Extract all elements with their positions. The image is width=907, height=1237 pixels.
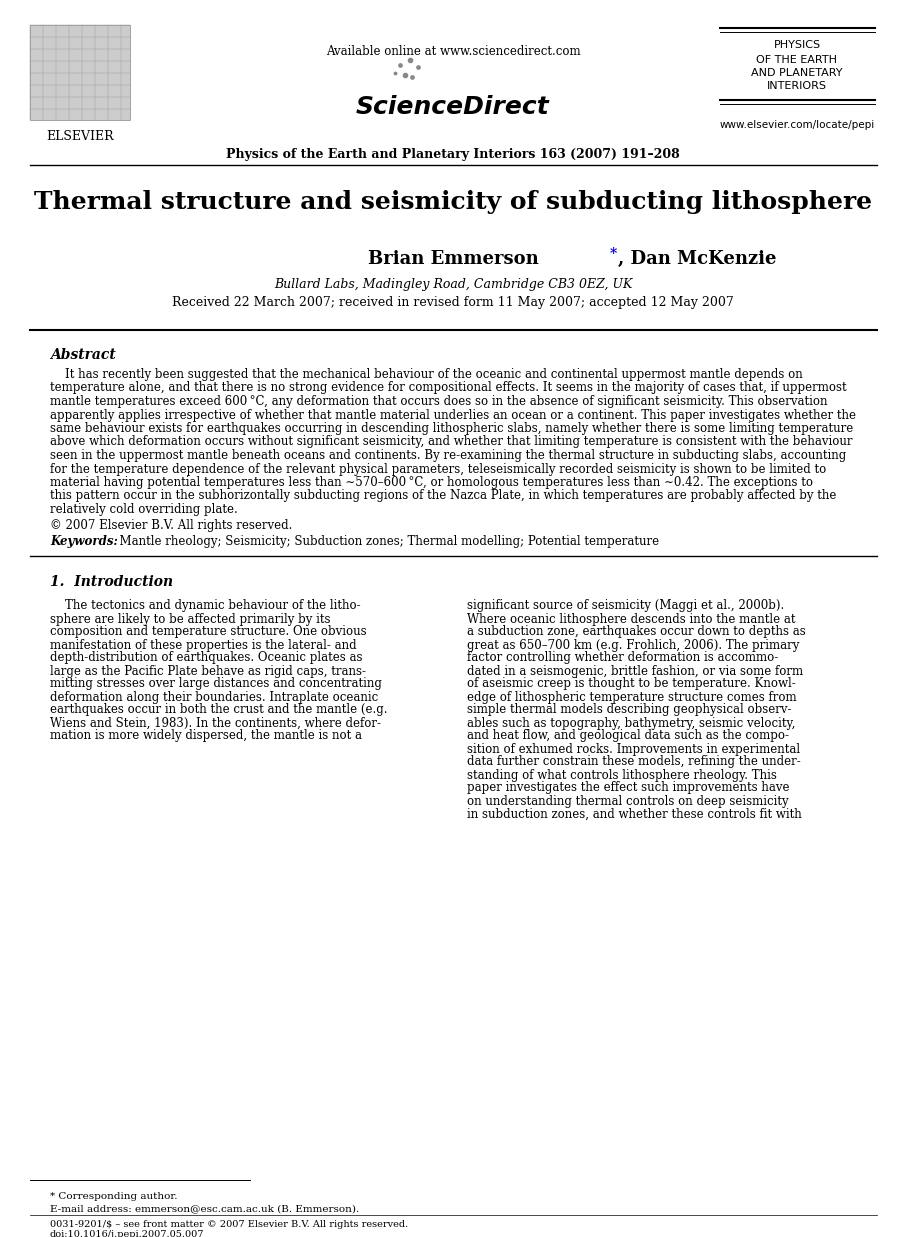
- Text: significant source of seismicity (Maggi et al., 2000b).: significant source of seismicity (Maggi …: [467, 600, 785, 612]
- Text: for the temperature dependence of the relevant physical parameters, teleseismica: for the temperature dependence of the re…: [50, 463, 826, 475]
- Text: 0031-9201/$ – see front matter © 2007 Elsevier B.V. All rights reserved.: 0031-9201/$ – see front matter © 2007 El…: [50, 1220, 408, 1230]
- Text: Wiens and Stein, 1983). In the continents, where defor-: Wiens and Stein, 1983). In the continent…: [50, 716, 381, 730]
- Text: 1.  Introduction: 1. Introduction: [50, 575, 173, 590]
- Text: relatively cold overriding plate.: relatively cold overriding plate.: [50, 503, 238, 516]
- Text: *: *: [610, 247, 618, 261]
- Text: depth-distribution of earthquakes. Oceanic plates as: depth-distribution of earthquakes. Ocean…: [50, 652, 363, 664]
- Text: Abstract: Abstract: [50, 348, 116, 362]
- Text: E-mail address: emmerson@esc.cam.ac.uk (B. Emmerson).: E-mail address: emmerson@esc.cam.ac.uk (…: [50, 1204, 359, 1213]
- Text: in subduction zones, and whether these controls fit with: in subduction zones, and whether these c…: [467, 808, 802, 820]
- Text: mation is more widely dispersed, the mantle is not a: mation is more widely dispersed, the man…: [50, 730, 362, 742]
- Text: same behaviour exists for earthquakes occurring in descending lithospheric slabs: same behaviour exists for earthquakes oc…: [50, 422, 853, 435]
- Text: paper investigates the effect such improvements have: paper investigates the effect such impro…: [467, 782, 789, 794]
- Text: edge of lithospheric temperature structure comes from: edge of lithospheric temperature structu…: [467, 690, 796, 704]
- Text: on understanding thermal controls on deep seismicity: on understanding thermal controls on dee…: [467, 794, 788, 808]
- Text: OF THE EARTH: OF THE EARTH: [756, 54, 837, 66]
- Text: PHYSICS: PHYSICS: [774, 40, 821, 49]
- Text: Received 22 March 2007; received in revised form 11 May 2007; accepted 12 May 20: Received 22 March 2007; received in revi…: [172, 296, 734, 309]
- Text: Where oceanic lithosphere descends into the mantle at: Where oceanic lithosphere descends into …: [467, 612, 795, 626]
- Text: It has recently been suggested that the mechanical behaviour of the oceanic and : It has recently been suggested that the …: [50, 367, 803, 381]
- Text: composition and temperature structure. One obvious: composition and temperature structure. O…: [50, 626, 366, 638]
- Text: Brian Emmerson: Brian Emmerson: [367, 250, 539, 268]
- Text: simple thermal models describing geophysical observ-: simple thermal models describing geophys…: [467, 704, 792, 716]
- Text: apparently applies irrespective of whether that mantle material underlies an oce: apparently applies irrespective of wheth…: [50, 408, 856, 422]
- Text: doi:10.1016/j.pepi.2007.05.007: doi:10.1016/j.pepi.2007.05.007: [50, 1230, 204, 1237]
- Text: dated in a seismogenic, brittle fashion, or via some form: dated in a seismogenic, brittle fashion,…: [467, 664, 803, 678]
- Text: a subduction zone, earthquakes occur down to depths as: a subduction zone, earthquakes occur dow…: [467, 626, 805, 638]
- Bar: [30, 25, 130, 120]
- Text: large as the Pacific Plate behave as rigid caps, trans-: large as the Pacific Plate behave as rig…: [50, 664, 366, 678]
- Text: seen in the uppermost mantle beneath oceans and continents. By re-examining the : seen in the uppermost mantle beneath oce…: [50, 449, 846, 461]
- Text: Keywords:: Keywords:: [50, 536, 118, 548]
- Text: standing of what controls lithosphere rheology. This: standing of what controls lithosphere rh…: [467, 768, 777, 782]
- Text: AND PLANETARY: AND PLANETARY: [751, 68, 843, 78]
- Text: material having potential temperatures less than ∼570–600 °C, or homologous temp: material having potential temperatures l…: [50, 476, 813, 489]
- Text: Physics of the Earth and Planetary Interiors 163 (2007) 191–208: Physics of the Earth and Planetary Inter…: [226, 148, 680, 161]
- Text: mitting stresses over large distances and concentrating: mitting stresses over large distances an…: [50, 678, 382, 690]
- Text: * Corresponding author.: * Corresponding author.: [50, 1192, 178, 1201]
- Text: © 2007 Elsevier B.V. All rights reserved.: © 2007 Elsevier B.V. All rights reserved…: [50, 518, 292, 532]
- Text: sition of exhumed rocks. Improvements in experimental: sition of exhumed rocks. Improvements in…: [467, 742, 800, 756]
- Text: this pattern occur in the subhorizontally subducting regions of the Nazca Plate,: this pattern occur in the subhorizontall…: [50, 490, 836, 502]
- Text: Thermal structure and seismicity of subducting lithosphere: Thermal structure and seismicity of subd…: [34, 190, 872, 214]
- Text: above which deformation occurs without significant seismicity, and whether that : above which deformation occurs without s…: [50, 435, 853, 449]
- Text: deformation along their boundaries. Intraplate oceanic: deformation along their boundaries. Intr…: [50, 690, 378, 704]
- Text: data further constrain these models, refining the under-: data further constrain these models, ref…: [467, 756, 801, 768]
- Text: mantle temperatures exceed 600 °C, any deformation that occurs does so in the ab: mantle temperatures exceed 600 °C, any d…: [50, 395, 827, 408]
- Text: manifestation of these properties is the lateral- and: manifestation of these properties is the…: [50, 638, 356, 652]
- Text: INTERIORS: INTERIORS: [767, 80, 827, 92]
- Text: Available online at www.sciencedirect.com: Available online at www.sciencedirect.co…: [326, 45, 580, 58]
- Text: earthquakes occur in both the crust and the mantle (e.g.: earthquakes occur in both the crust and …: [50, 704, 387, 716]
- Text: www.elsevier.com/locate/pepi: www.elsevier.com/locate/pepi: [719, 120, 874, 130]
- Text: ables such as topography, bathymetry, seismic velocity,: ables such as topography, bathymetry, se…: [467, 716, 795, 730]
- Text: , Dan McKenzie: , Dan McKenzie: [618, 250, 776, 268]
- Text: ScienceDirect: ScienceDirect: [356, 95, 550, 119]
- Text: temperature alone, and that there is no strong evidence for compositional effect: temperature alone, and that there is no …: [50, 381, 846, 395]
- Text: of aseismic creep is thought to be temperature. Knowl-: of aseismic creep is thought to be tempe…: [467, 678, 795, 690]
- Text: Mantle rheology; Seismicity; Subduction zones; Thermal modelling; Potential temp: Mantle rheology; Seismicity; Subduction …: [112, 536, 659, 548]
- Text: factor controlling whether deformation is accommo-: factor controlling whether deformation i…: [467, 652, 778, 664]
- Text: sphere are likely to be affected primarily by its: sphere are likely to be affected primari…: [50, 612, 330, 626]
- Text: and heat flow, and geological data such as the compo-: and heat flow, and geological data such …: [467, 730, 789, 742]
- Text: Bullard Labs, Madingley Road, Cambridge CB3 0EZ, UK: Bullard Labs, Madingley Road, Cambridge …: [274, 278, 632, 291]
- Text: ELSEVIER: ELSEVIER: [46, 130, 113, 143]
- Text: The tectonics and dynamic behaviour of the litho-: The tectonics and dynamic behaviour of t…: [50, 600, 361, 612]
- Text: great as 650–700 km (e.g. Frohlich, 2006). The primary: great as 650–700 km (e.g. Frohlich, 2006…: [467, 638, 799, 652]
